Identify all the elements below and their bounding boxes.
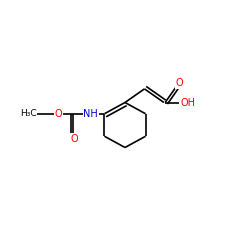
Text: NH: NH — [83, 109, 98, 119]
Text: O: O — [54, 109, 62, 119]
Text: O: O — [175, 78, 183, 88]
Text: OH: OH — [180, 98, 195, 108]
Text: O: O — [70, 134, 78, 144]
Text: H₃C: H₃C — [20, 109, 36, 118]
